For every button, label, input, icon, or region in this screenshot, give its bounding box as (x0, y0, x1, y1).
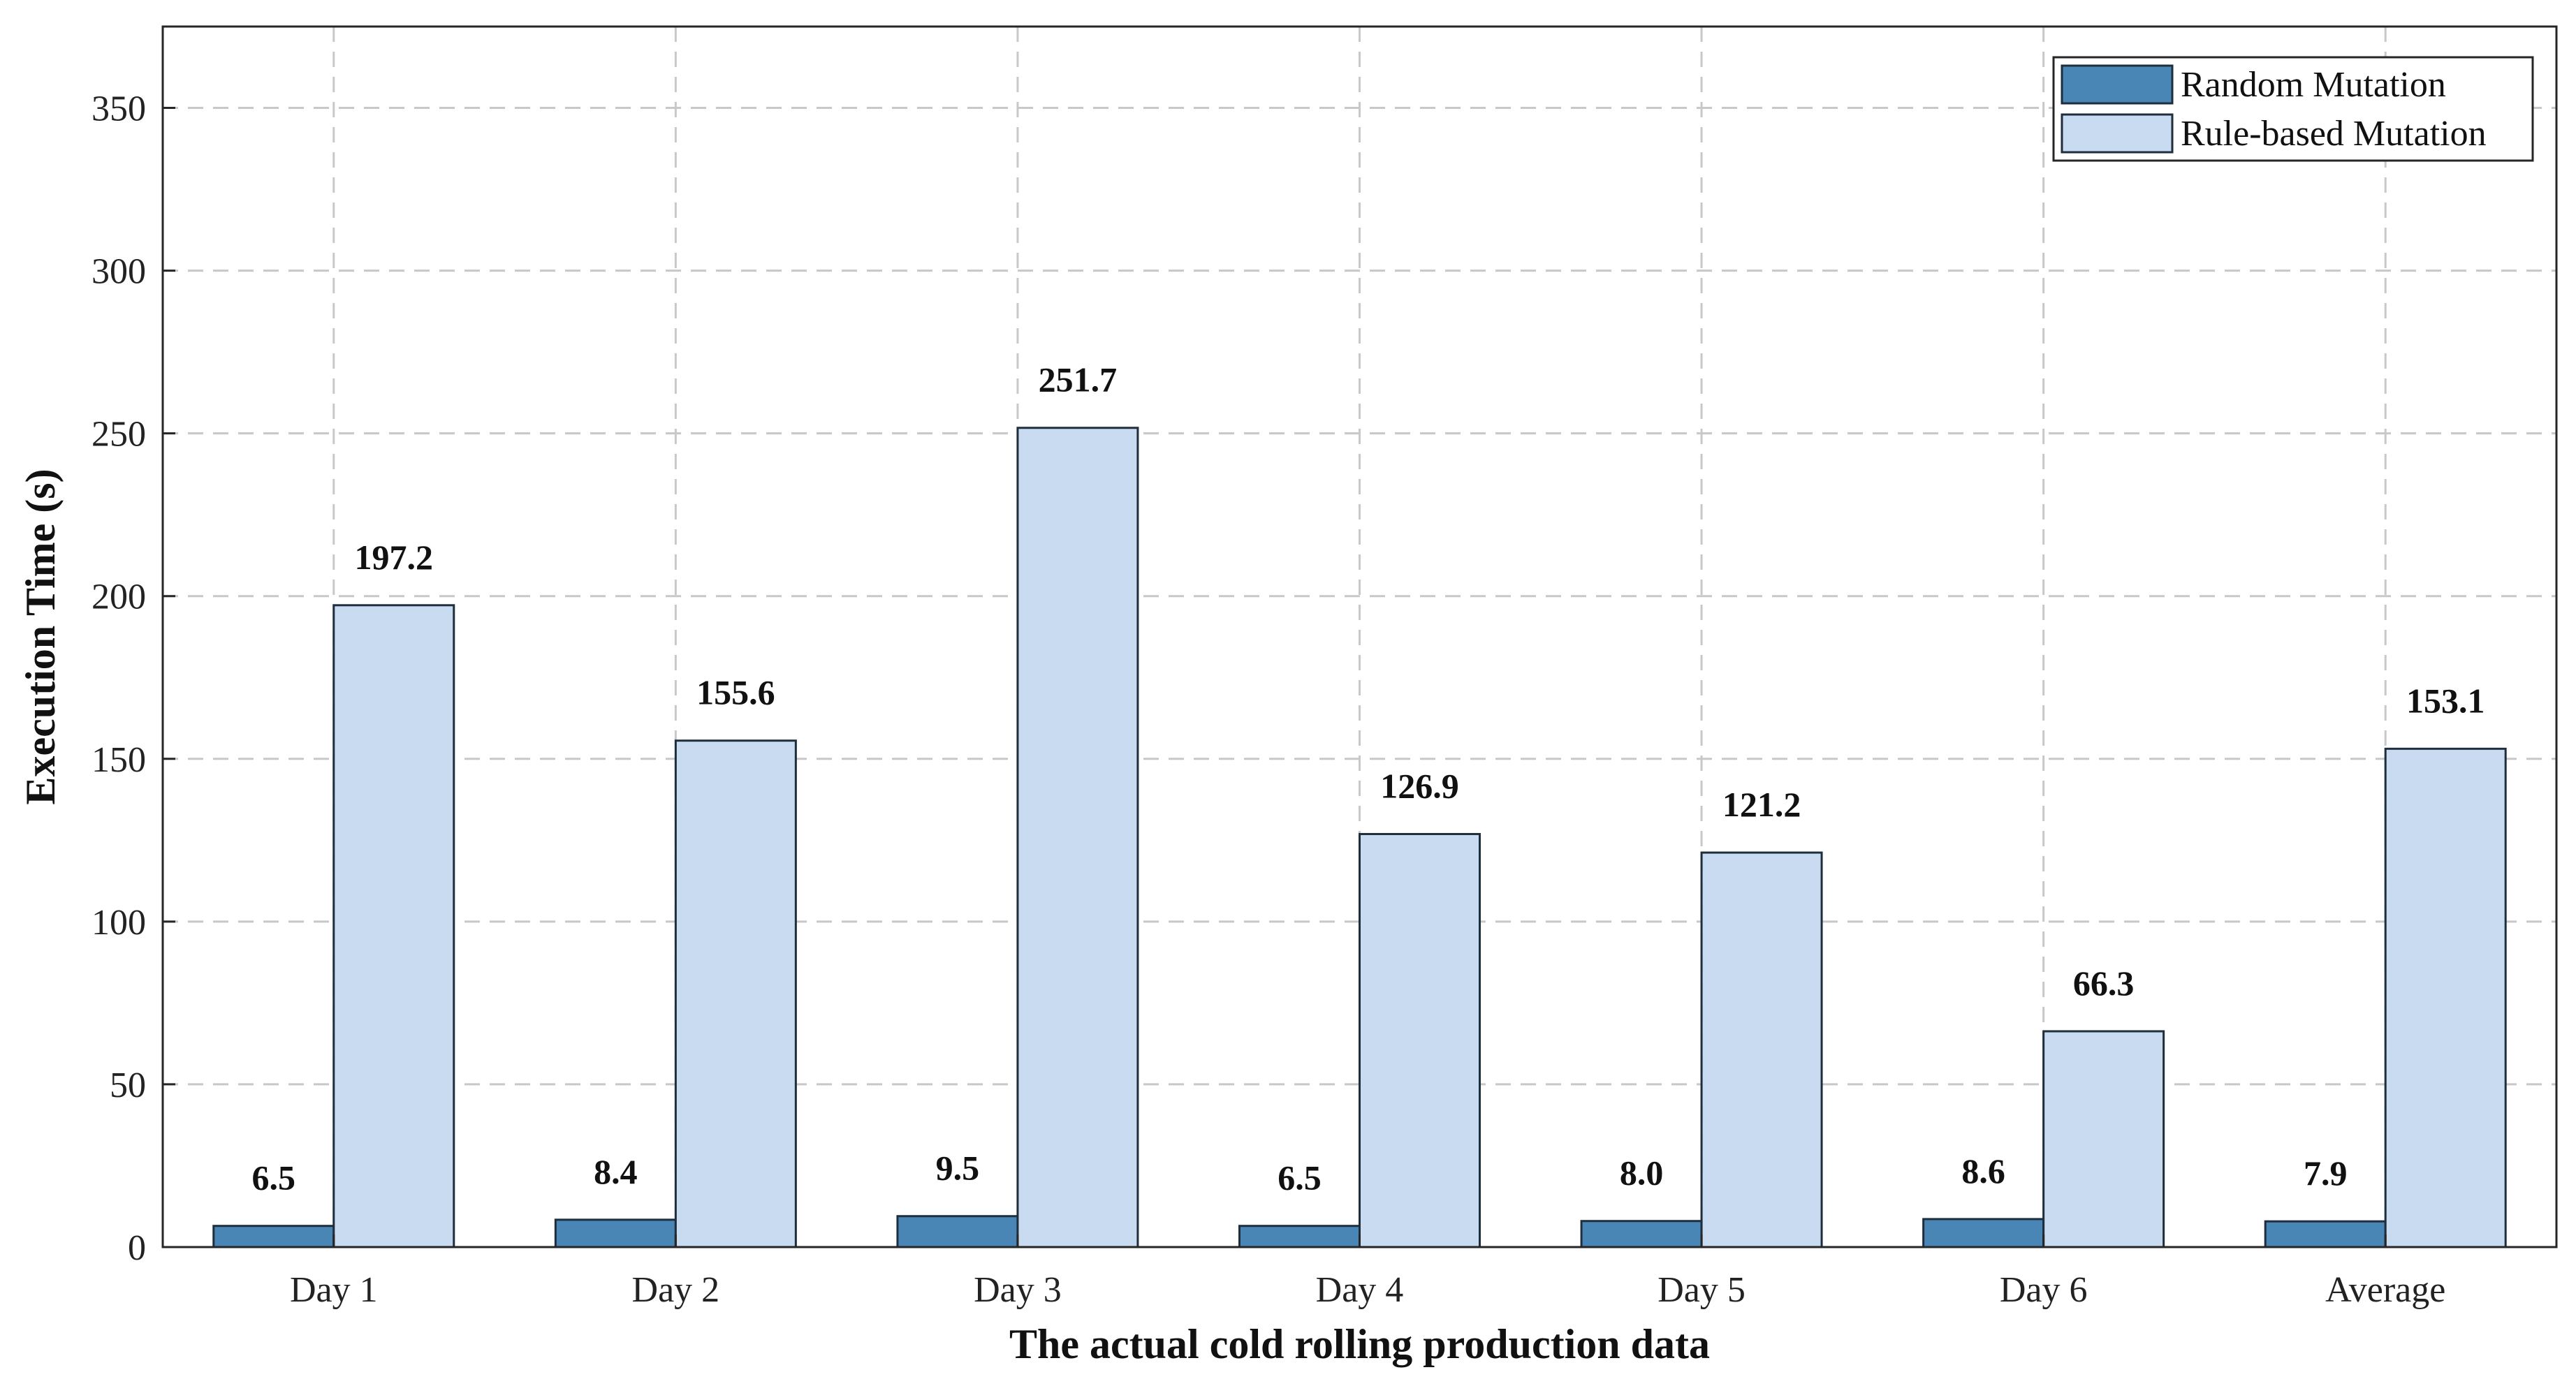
legend: Random Mutation Rule-based Mutation (2052, 56, 2534, 162)
bar-rule-based-mutation (2042, 1030, 2165, 1248)
bar-rule-based-mutation (332, 604, 455, 1248)
data-label: 8.6 (1961, 1151, 2005, 1191)
data-label: 126.9 (1380, 766, 1459, 805)
bar-rule-based-mutation (1016, 427, 1139, 1248)
data-label: 153.1 (2406, 681, 2485, 720)
bar-random-mutation (1580, 1220, 1703, 1248)
x-tick-label: Day 2 (632, 1270, 720, 1310)
x-tick-label: Day 1 (290, 1270, 378, 1310)
bar-random-mutation (212, 1225, 335, 1248)
bar-rule-based-mutation (1700, 851, 1823, 1248)
y-tick-label: 200 (92, 577, 146, 617)
y-tick-label: 350 (92, 89, 146, 129)
legend-label: Random Mutation (2181, 65, 2446, 105)
data-label: 197.2 (355, 538, 434, 577)
bar-rule-based-mutation (674, 739, 797, 1248)
data-label: 251.7 (1039, 360, 1118, 399)
bar-rule-based-mutation (2384, 747, 2507, 1248)
legend-label: Rule-based Mutation (2181, 114, 2487, 154)
data-label: 66.3 (2073, 964, 2135, 1003)
bar-random-mutation (554, 1218, 677, 1248)
axis-ticks: Day 1 Day 2 Day 3 Day 4 Day 5 Day 6 Average 0 50… (92, 89, 2445, 1310)
x-tick-label: Average (2325, 1270, 2445, 1310)
data-label: 121.2 (1722, 785, 1801, 824)
data-label: 7.9 (2304, 1154, 2348, 1193)
data-labels: 6.5 8.4 9.5 6.5 8.0 8.6 7.9 197.2 155.6 251.7 126.… (252, 360, 2485, 1197)
y-tick-label: 50 (110, 1066, 146, 1105)
legend-swatch (2061, 64, 2174, 105)
bar-random-mutation (1922, 1218, 2045, 1248)
bar-random-mutation (2264, 1220, 2387, 1248)
bars (212, 427, 2507, 1248)
x-axis-title: The actual cold rolling production data (1009, 1321, 1710, 1367)
x-tick-label: Day 6 (2000, 1270, 2088, 1310)
data-label: 8.4 (594, 1152, 638, 1191)
y-tick-label: 0 (128, 1228, 146, 1268)
x-tick-label: Day 5 (1657, 1270, 1746, 1310)
x-tick-label: Day 4 (1316, 1270, 1404, 1310)
data-label: 8.0 (1620, 1154, 1664, 1193)
y-tick-label: 150 (92, 740, 146, 780)
bar-rule-based-mutation (1359, 832, 1481, 1248)
data-label: 6.5 (252, 1158, 296, 1197)
data-label: 6.5 (1278, 1158, 1322, 1197)
legend-swatch (2061, 113, 2174, 154)
bar-random-mutation (1238, 1225, 1361, 1248)
y-axis-title: Execution Time (s) (17, 469, 64, 804)
bar-random-mutation (896, 1215, 1019, 1248)
x-tick-label: Day 3 (974, 1270, 1062, 1310)
y-tick-label: 100 (92, 903, 146, 943)
y-tick-label: 300 (92, 252, 146, 292)
data-label: 155.6 (696, 673, 775, 712)
y-tick-label: 250 (92, 415, 146, 455)
data-label: 9.5 (936, 1149, 980, 1188)
